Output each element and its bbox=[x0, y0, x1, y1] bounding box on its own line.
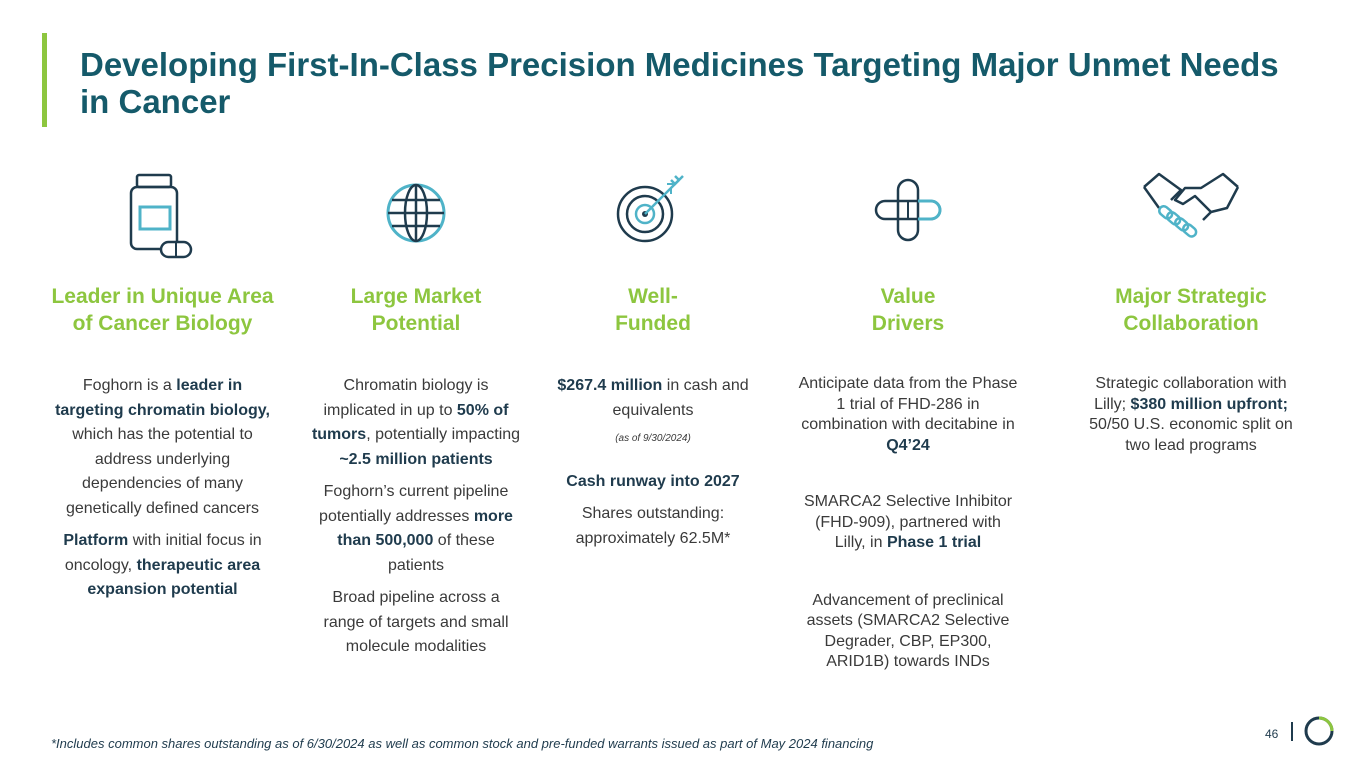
column-leader: Leader in Unique Area of Cancer Biology … bbox=[40, 170, 285, 603]
heading-line-2: Funded bbox=[615, 312, 691, 335]
column-funded: Well- Funded $267.4 million in cash and … bbox=[548, 170, 758, 551]
heading-line-1: Large Market bbox=[350, 285, 482, 308]
logo-ring-icon bbox=[1304, 716, 1334, 746]
title-accent-bar bbox=[42, 33, 47, 127]
heading-line-1: Leader in Unique Area bbox=[51, 285, 274, 308]
globe-icon bbox=[386, 183, 446, 243]
page-number-divider bbox=[1291, 722, 1293, 741]
heading-line-2: Collaboration bbox=[1123, 312, 1259, 335]
pills-cross-icon bbox=[874, 178, 942, 242]
page-title: Developing First-In-Class Precision Medi… bbox=[80, 46, 1279, 120]
body-paragraph: SMARCA2 Selective Inhibitor (FHD-909), p… bbox=[803, 493, 1013, 551]
heading-line-1: Major Strategic bbox=[1115, 285, 1267, 308]
handshake-icon bbox=[1142, 172, 1240, 238]
column-value-drivers: Value Drivers Anticipate data from the P… bbox=[793, 170, 1023, 673]
pill-bottle-icon bbox=[129, 173, 193, 259]
heading-line-1: Value bbox=[880, 285, 936, 308]
as-of-note: (as of 9/30/2024) bbox=[615, 433, 691, 444]
body-paragraph: Advancement of preclinical assets (SMARC… bbox=[806, 591, 1010, 671]
target-icon bbox=[616, 175, 684, 243]
column-collaboration: Major Strategic Collaboration Strategic … bbox=[1080, 170, 1302, 456]
column-market: Large Market Potential Chromatin biology… bbox=[300, 170, 532, 660]
body-paragraph: Cash runway into 2027 bbox=[566, 472, 740, 490]
body-paragraph: Strategic collaboration with Lilly; $380… bbox=[1089, 375, 1293, 454]
heading-line-2: Potential bbox=[371, 312, 461, 335]
body-paragraph: Foghorn’s current pipeline potentially a… bbox=[319, 483, 513, 574]
body-paragraph: Platform with initial focus in oncology,… bbox=[63, 532, 262, 598]
heading-line-2: Drivers bbox=[871, 312, 945, 335]
body-paragraph: $267.4 million in cash and equivalents bbox=[557, 377, 749, 419]
footnote: *Includes common shares outstanding as o… bbox=[51, 736, 874, 751]
body-paragraph: Chromatin biology is implicated in up to… bbox=[311, 377, 521, 468]
heading-line-2: of Cancer Biology bbox=[72, 312, 253, 335]
body-paragraph: Foghorn is a leader in targeting chromat… bbox=[55, 377, 270, 517]
page-number: 46 bbox=[1265, 727, 1279, 741]
body-paragraph: Anticipate data from the Phase 1 trial o… bbox=[798, 375, 1018, 454]
heading-line-1: Well- bbox=[628, 285, 678, 308]
body-paragraph: Broad pipeline across a range of targets… bbox=[323, 589, 509, 655]
body-paragraph: Shares outstanding: approximately 62.5M* bbox=[575, 505, 731, 547]
